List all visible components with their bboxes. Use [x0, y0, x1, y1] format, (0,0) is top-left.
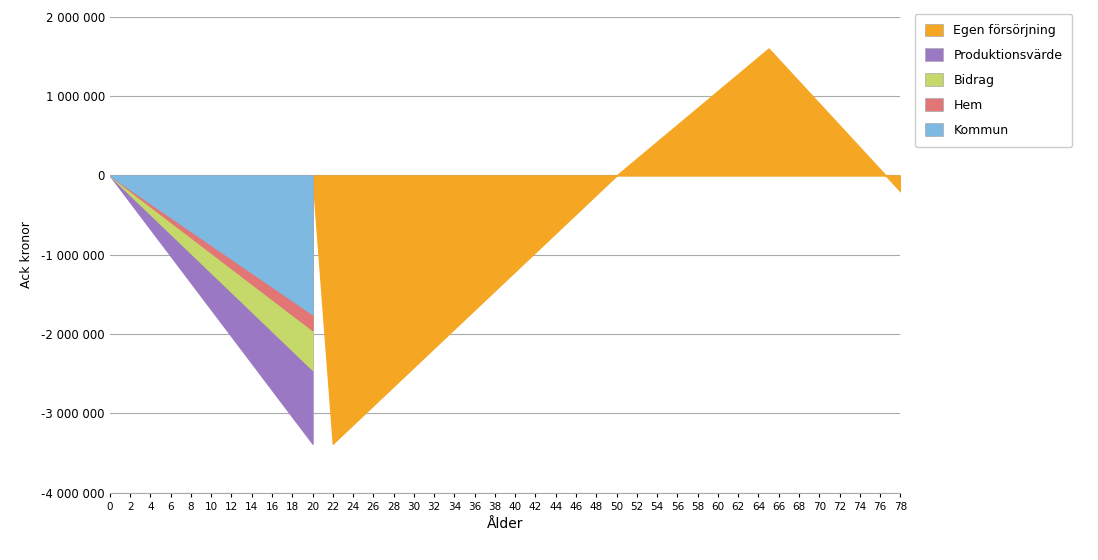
Legend: Egen försörjning, Produktionsvärde, Bidrag, Hem, Kommun: Egen försörjning, Produktionsvärde, Bidr… [915, 13, 1073, 147]
X-axis label: Ålder: Ålder [486, 517, 524, 531]
Y-axis label: Ack kronor: Ack kronor [20, 221, 33, 288]
